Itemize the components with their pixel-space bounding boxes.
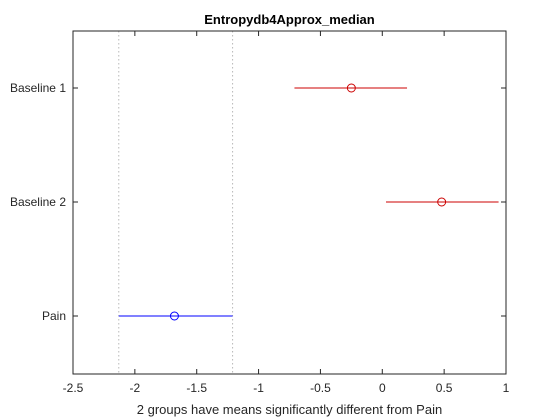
y-tick-label: Baseline 2: [10, 195, 66, 209]
x-tick-label: -1: [253, 381, 264, 395]
chart-title: Entropydb4Approx_median: [204, 12, 375, 27]
x-tick-label: 0.5: [436, 381, 453, 395]
x-tick-label: -2: [130, 381, 141, 395]
axes-box: [72, 30, 507, 375]
x-axis-label: 2 groups have means significantly differ…: [137, 402, 442, 417]
x-tick-label: -0.5: [310, 381, 331, 395]
x-tick-label: -1.5: [186, 381, 207, 395]
x-tick-label: -2.5: [63, 381, 84, 395]
x-tick-label: 1: [503, 381, 510, 395]
y-tick-label: Pain: [42, 309, 66, 323]
y-tick-label: Baseline 1: [10, 81, 66, 95]
x-tick-label: 0: [379, 381, 386, 395]
mean-marker: [437, 197, 447, 207]
mean-marker: [346, 83, 356, 93]
mean-marker: [169, 311, 179, 321]
